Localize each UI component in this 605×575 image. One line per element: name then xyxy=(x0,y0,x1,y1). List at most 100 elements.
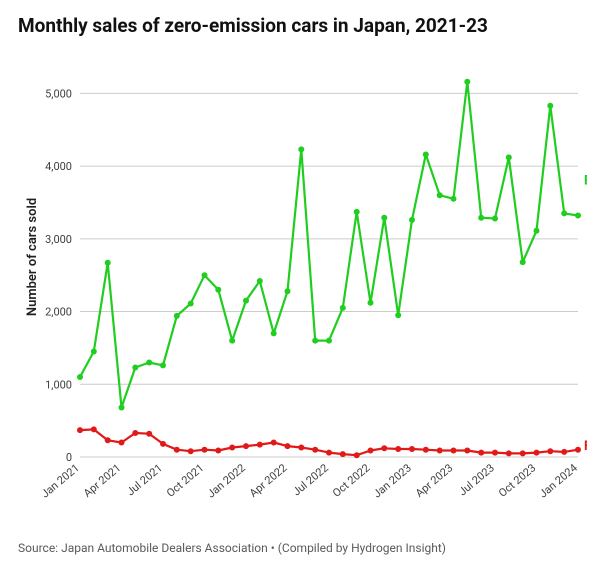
series-point-fcev xyxy=(243,443,249,449)
series-point-fcev xyxy=(395,446,401,452)
series-point-fcev xyxy=(409,446,415,452)
series-point-fcev xyxy=(202,447,208,453)
series-point-bev xyxy=(229,338,235,344)
series-point-fcev xyxy=(575,447,581,453)
series-point-fcev xyxy=(271,440,277,446)
y-tick-label: 1,000 xyxy=(45,378,72,391)
series-point-fcev xyxy=(215,448,221,454)
x-axis: Jan 2021Apr 2021Jul 2021Oct 2021Jan 2022… xyxy=(39,461,580,500)
series-point-fcev xyxy=(91,426,97,432)
x-tick-label: Jan 2021 xyxy=(39,461,82,500)
series-point-fcev xyxy=(381,445,387,451)
series-point-bev xyxy=(340,305,346,311)
series-point-fcev xyxy=(520,450,526,456)
y-tick-label: 3,000 xyxy=(45,233,72,246)
x-tick-label: Jan 2023 xyxy=(371,461,414,500)
series-point-bev xyxy=(326,338,332,344)
series-point-fcev xyxy=(451,448,457,454)
series-point-bev xyxy=(146,360,152,366)
series-point-fcev xyxy=(534,450,540,456)
x-tick-label: Jul 2021 xyxy=(124,461,165,498)
x-tick-label: Apr 2021 xyxy=(81,461,123,500)
series-point-bev xyxy=(520,259,526,265)
series-point-bev xyxy=(368,300,374,306)
series-point-bev xyxy=(437,192,443,198)
series-point-fcev xyxy=(464,448,470,454)
series-point-fcev xyxy=(340,451,346,457)
series-point-bev xyxy=(506,154,512,160)
series-point-bev xyxy=(451,196,457,202)
chart-area: 0 1,000 2,000 3,000 4,000 5,000 Number of cars… xyxy=(18,47,587,535)
series-point-fcev xyxy=(312,447,318,453)
series-point-bev xyxy=(395,312,401,318)
series-point-bev xyxy=(91,349,97,355)
series-point-fcev xyxy=(423,447,429,453)
series-point-fcev xyxy=(105,437,111,443)
x-tick-label: Oct 2023 xyxy=(496,461,538,499)
series-point-bev xyxy=(547,103,553,109)
x-tick-label: Oct 2022 xyxy=(330,461,372,499)
series-point-bev xyxy=(575,213,581,219)
series-point-fcev xyxy=(492,450,498,456)
series-point-bev xyxy=(285,288,291,294)
series-point-fcev xyxy=(174,447,180,453)
line-chart: 0 1,000 2,000 3,000 4,000 5,000 Number of cars… xyxy=(18,47,587,535)
series-point-bev xyxy=(464,79,470,85)
series-point-bev xyxy=(271,330,277,336)
y-axis-label: Number of cars sold xyxy=(25,198,40,316)
series-point-bev xyxy=(215,287,221,293)
x-tick-label: Apr 2023 xyxy=(413,461,455,500)
series-point-fcev xyxy=(478,450,484,456)
series-point-bev xyxy=(381,215,387,221)
y-tick-label: 2,000 xyxy=(45,306,72,319)
series-point-bev xyxy=(409,217,415,223)
y-tick-label: 0 xyxy=(66,451,72,464)
x-tick-label: Jan 2022 xyxy=(205,461,248,500)
series-point-fcev xyxy=(132,430,138,436)
series-point-fcev xyxy=(561,449,567,455)
series-point-bev xyxy=(105,260,111,266)
series-point-bev xyxy=(132,365,138,371)
series-label-bev: BEV xyxy=(584,174,587,189)
series-point-bev xyxy=(77,374,83,380)
chart-title: Monthly sales of zero-emission cars in J… xyxy=(18,14,587,37)
series-point-bev xyxy=(160,362,166,368)
series-point-fcev xyxy=(285,443,291,449)
series-point-fcev xyxy=(188,448,194,454)
source-caption: Source: Japan Automobile Dealers Associa… xyxy=(18,541,587,555)
series-point-fcev xyxy=(437,448,443,454)
series-point-fcev xyxy=(326,450,332,456)
x-tick-label: Jul 2022 xyxy=(290,461,331,498)
x-tick-label: Jan 2024 xyxy=(537,461,580,500)
series-point-bev xyxy=(202,272,208,278)
x-tick-label: Jul 2023 xyxy=(456,461,497,498)
series-point-bev xyxy=(354,209,360,215)
series-point-fcev xyxy=(368,448,374,454)
series-point-fcev xyxy=(506,450,512,456)
series-point-bev xyxy=(534,228,540,234)
series-point-bev xyxy=(492,216,498,222)
series-point-bev xyxy=(478,215,484,221)
series-point-bev xyxy=(312,338,318,344)
series-point-fcev xyxy=(119,440,125,446)
series-point-bev xyxy=(119,405,125,411)
series-point-bev xyxy=(174,313,180,319)
chart-card: Monthly sales of zero-emission cars in J… xyxy=(0,0,605,575)
y-tick-label: 4,000 xyxy=(45,160,72,173)
series-point-fcev xyxy=(77,427,83,433)
gridlines xyxy=(80,93,578,457)
series-line-bev xyxy=(80,82,578,408)
series-point-fcev xyxy=(354,452,360,458)
series-point-bev xyxy=(188,301,194,307)
series-point-fcev xyxy=(160,441,166,447)
series-point-fcev xyxy=(298,445,304,451)
series-point-bev xyxy=(561,210,567,216)
x-tick-label: Oct 2021 xyxy=(164,461,206,499)
y-tick-label: 5,000 xyxy=(45,87,72,100)
series-point-fcev xyxy=(257,442,263,448)
series-point-bev xyxy=(257,278,263,284)
series-point-fcev xyxy=(229,445,235,451)
series-point-bev xyxy=(298,146,304,152)
series-point-fcev xyxy=(547,448,553,454)
x-tick-label: Apr 2022 xyxy=(247,461,289,500)
